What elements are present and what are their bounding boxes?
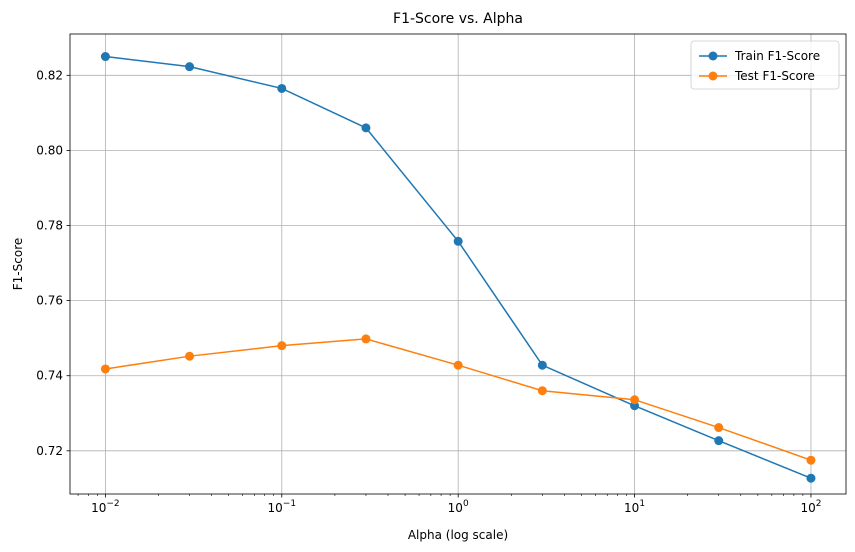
x-tick-label: 10−1: [268, 499, 297, 515]
x-tick-label: 100: [448, 499, 469, 515]
y-tick-label: 0.76: [36, 294, 63, 308]
series-2-point: [100, 364, 110, 374]
x-tick-exponent: 0: [463, 499, 469, 509]
series-2-point: [185, 351, 195, 361]
legend-box: [690, 40, 840, 90]
x-tick-exponent: −1: [283, 499, 296, 509]
x-tick-exponent: 2: [816, 499, 822, 509]
series-2-point: [537, 386, 547, 396]
series-1-point: [277, 83, 287, 93]
x-tick-base: 10: [91, 501, 106, 515]
series-2-point: [361, 334, 371, 344]
series-1-point: [185, 62, 195, 72]
x-tick-label: 102: [800, 499, 821, 515]
series-1-point: [453, 236, 463, 246]
series-1-point: [361, 123, 371, 133]
series-2-point: [630, 395, 640, 405]
y-axis-label: F1-Score: [11, 238, 25, 290]
x-tick-base: 10: [268, 501, 283, 515]
x-tick-exponent: −2: [106, 499, 119, 509]
series-layer: [100, 52, 816, 483]
legend-label: Train F1-Score: [734, 49, 820, 63]
series-1-point: [537, 360, 547, 370]
x-tick-base: 10: [448, 501, 463, 515]
plot-frame: [69, 33, 847, 495]
chart-title: F1-Score vs. Alpha: [393, 11, 523, 27]
x-tick-base: 10: [800, 501, 815, 515]
y-tick-label: 0.72: [36, 444, 63, 458]
x-tick-label: 101: [624, 499, 645, 515]
y-tick-label: 0.74: [36, 369, 63, 383]
legend-label: Test F1-Score: [734, 69, 815, 83]
series-1-point: [806, 473, 816, 483]
y-tick-label: 0.82: [36, 68, 63, 82]
minor-ticks: [77, 494, 804, 496]
y-tick-label: 0.80: [36, 143, 63, 157]
series-2-point: [453, 360, 463, 370]
x-tick-label: 10−2: [91, 499, 120, 515]
x-axis-ticks: 10−2 10−1 100 101 102: [91, 494, 821, 515]
series-1-point: [100, 52, 110, 62]
y-tick-label: 0.78: [36, 219, 63, 233]
series-2-point: [714, 423, 724, 433]
series-1-point: [714, 436, 724, 446]
series-2-point: [806, 455, 816, 465]
legend: Train F1-Score Test F1-Score: [690, 40, 840, 90]
series-2-point: [277, 341, 287, 351]
x-tick-exponent: 1: [639, 499, 645, 509]
x-tick-base: 10: [624, 501, 639, 515]
legend-marker: [708, 71, 718, 81]
y-axis-ticks: 0.72 0.74 0.76 0.78 0.80 0.82: [36, 68, 70, 458]
x-axis-label: Alpha (log scale): [408, 528, 508, 542]
legend-marker: [708, 51, 718, 61]
